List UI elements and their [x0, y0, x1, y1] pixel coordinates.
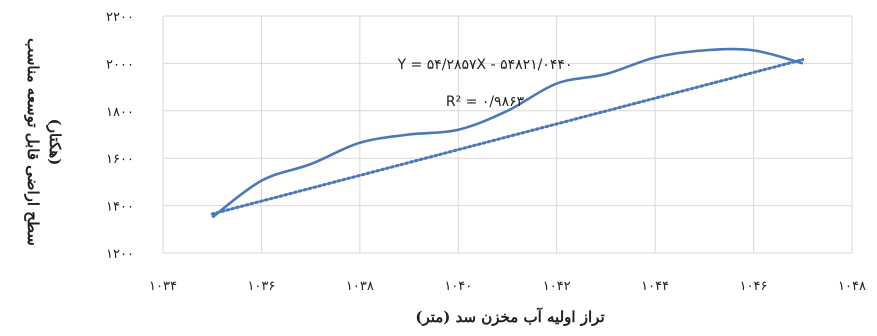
series — [210, 47, 805, 219]
y-tick-label: ۱۲۰۰ — [106, 247, 134, 262]
x-tick-label: ۱۰۴۴ — [641, 279, 669, 294]
y-tick-label: ۱۸۰۰ — [106, 105, 134, 120]
x-tick-label: ۱۰۳۸ — [346, 279, 374, 294]
x-tick-labels: ۱۰۳۴ ۱۰۳۶ ۱۰۳۸ ۱۰۴۰ ۱۰۴۲ ۱۰۴۴ ۱۰۴۶ ۱۰۴۸ — [149, 279, 866, 294]
x-tick-label: ۱۰۴۲ — [543, 279, 571, 294]
y-tick-label: ۱۶۰۰ — [106, 152, 134, 167]
x-tick-label: ۱۰۴۸ — [838, 279, 866, 294]
y-tick-label: ۱۴۰۰ — [106, 200, 134, 215]
x-tick-label: ۱۰۴۰ — [444, 279, 472, 294]
y-tick-label: ۲۲۰۰ — [106, 10, 134, 25]
y-axis-title-line2: (هکتار) — [46, 119, 64, 166]
grid — [162, 15, 853, 254]
x-axis-title: تراز اولیه آب مخزن سد (متر) — [415, 307, 604, 326]
y-tick-labels: ۱۲۰۰ ۱۴۰۰ ۱۶۰۰ ۱۸۰۰ ۲۰۰۰ ۲۲۰۰ — [106, 10, 134, 262]
trendline-equation: Y = ۵۴/۲۸۵۷X - ۵۴۸۲۱/۰۴۴۰ — [397, 57, 573, 73]
series-line — [211, 47, 804, 219]
y-tick-label: ۲۰۰۰ — [106, 57, 134, 72]
x-tick-label: ۱۰۳۶ — [247, 279, 275, 294]
r-squared-label: R² = ۰/۹۸۶۳ — [446, 94, 525, 110]
trendline — [210, 58, 805, 216]
x-tick-label: ۱۰۴۶ — [740, 279, 768, 294]
x-tick-label: ۱۰۳۴ — [149, 279, 177, 294]
y-axis-title-line1: سطح اراضی قابل توسعه مناسب — [24, 38, 42, 246]
